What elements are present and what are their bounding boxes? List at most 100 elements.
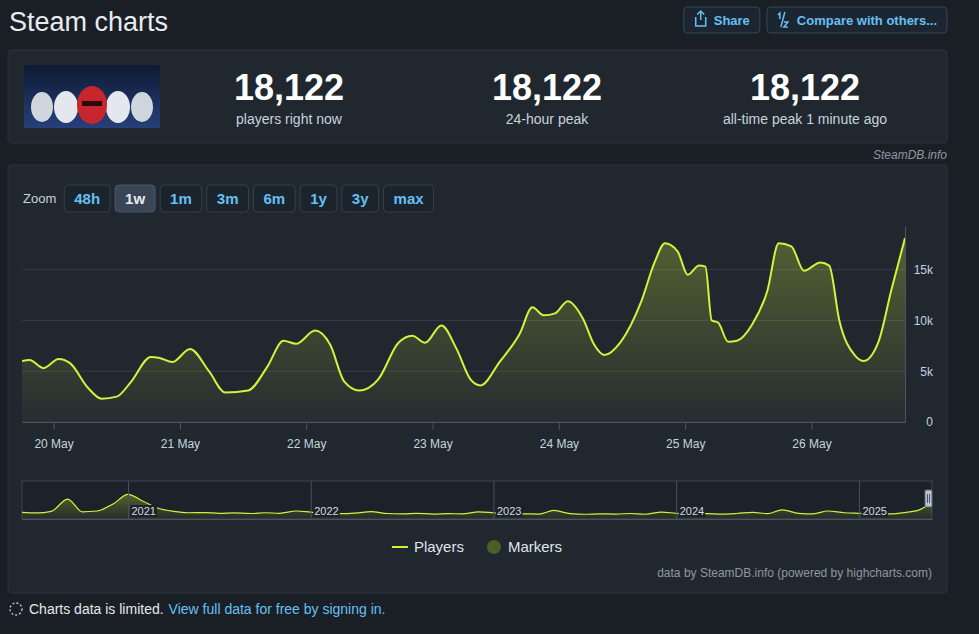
button-icon[interactable] [778,12,788,27]
navigator-axis: 2021 2022 2023 2024 2025 [23,481,933,520]
tick-label: 22 May [287,437,326,451]
zoom-button-label[interactable]: max [394,190,425,207]
header-button[interactable]: Share [684,7,760,33]
zoom-button-frame[interactable] [342,185,379,212]
button-icon[interactable] [696,11,706,26]
tick-mark [859,481,860,519]
tick-label: 10k [914,314,934,328]
zoom-button-label[interactable]: 1y [310,190,327,207]
label-patch [679,505,705,517]
stat-value: 18,122 [234,67,344,108]
label-patch [313,505,339,517]
tick-mark [433,422,434,430]
zoom-button[interactable]: max [384,185,434,212]
credit-label: data by SteamDB.info (powered by highcha… [657,566,932,580]
navigator-axis-tick: 2023 [494,481,522,519]
stat-value: 18,122 [492,67,602,108]
navigator-axis-tick: 2021 [128,481,156,519]
zoom-button-label[interactable]: 48h [74,190,100,207]
notice-link[interactable]: View full data for free by signing in. [169,601,386,617]
tick-label: 2024 [680,505,704,517]
tick-mark [676,481,677,519]
button-frame[interactable] [767,7,947,33]
button-label[interactable]: Share [714,13,750,28]
zoom-button[interactable]: 1m [160,185,202,212]
notice-text: Charts data is limited. [29,601,164,617]
navigator-axis-line [23,519,933,520]
zoom-button[interactable]: 3m [207,185,249,212]
legend-symbol[interactable] [487,540,501,554]
tick-label: 21 May [161,437,200,451]
legend-item[interactable]: Markers [487,538,562,555]
tick-mark [306,422,307,430]
y-axis-tick: 0 [905,415,933,429]
handle-body[interactable] [925,490,932,507]
source-label: SteamDB.info [873,148,947,162]
zoom-button-label[interactable]: 3y [352,190,369,207]
legend-item[interactable]: Players [392,538,464,555]
stats-panel [8,50,947,143]
notice-icon [10,603,22,615]
legend-label[interactable]: Markers [508,538,562,555]
tick-mark [128,481,129,519]
tick-label: 5k [920,365,934,379]
zoom-button-label[interactable]: 3m [217,190,239,207]
tick-label: 25 May [666,437,705,451]
tick-label: 2023 [497,505,521,517]
navigator-plot [22,494,932,519]
navigator-handle[interactable] [925,490,932,507]
thumbnail-helmet [54,91,78,123]
zoom-button-frame[interactable] [253,185,295,212]
zoom-button-frame[interactable] [64,185,110,212]
tick-label: 15k [914,263,934,277]
stat-label: players right now [236,111,343,127]
zoom-button-label[interactable]: 1m [170,190,192,207]
handle-grip[interactable] [928,494,930,503]
y-axis-line [905,227,906,423]
zoom-button[interactable]: 1y [300,185,337,212]
x-axis-line [23,422,906,423]
zoom-button-label[interactable]: 1w [125,190,145,207]
legend-symbol[interactable] [392,546,408,548]
tick-label: 24 May [540,437,579,451]
zoom-button[interactable]: 1w [115,185,155,212]
header-button[interactable]: Compare with others... [767,7,947,33]
y-axis-tick: 5k [905,365,934,379]
page-background [0,0,979,634]
zoom-button[interactable]: 48h [64,185,110,212]
tick-mark [311,481,312,519]
zoom-button-frame[interactable] [300,185,337,212]
x-axis-tick: 23 May [413,422,452,451]
navigator-axis-tick: 2025 [859,481,887,519]
zoom-button-frame[interactable] [160,185,202,212]
zoom-button-frame[interactable] [207,185,249,212]
thumbnail-background [24,65,160,128]
button-label[interactable]: Compare with others... [797,13,937,28]
main-chart: 0 5k 10k 15k 20 May 21 May 22 May 23 May 24 May 2… [22,227,934,451]
navigator-axis-tick: 2022 [311,481,339,519]
chart-panel [8,165,947,593]
y-axis-tick: 10k [905,314,934,328]
button-frame[interactable] [684,7,760,33]
thumbnail-helmet [77,86,107,124]
x-axis-tick: 26 May [792,422,831,451]
legend-label[interactable]: Players [414,538,464,555]
zoom-button-frame[interactable] [115,185,155,212]
stat-label: all-time peak 1 minute ago [723,111,887,127]
x-axis-tick: 21 May [161,422,200,451]
thumbnail-helmet [31,92,53,122]
tick-label: 2021 [131,505,155,517]
label-patch [496,505,522,517]
tick-label: 0 [926,415,933,429]
zoom-button[interactable]: 3y [342,185,379,212]
tick-mark [54,422,55,430]
x-axis-tick: 20 May [34,422,73,451]
series-area [22,238,905,422]
zoom-button-label[interactable]: 6m [263,190,285,207]
zoom-button-frame[interactable] [384,185,434,212]
y-axis-tick: 15k [905,263,934,277]
stat-label: 24-hour peak [506,111,590,127]
label-patch [130,505,156,517]
tick-mark [493,481,494,519]
zoom-button[interactable]: 6m [253,185,295,212]
